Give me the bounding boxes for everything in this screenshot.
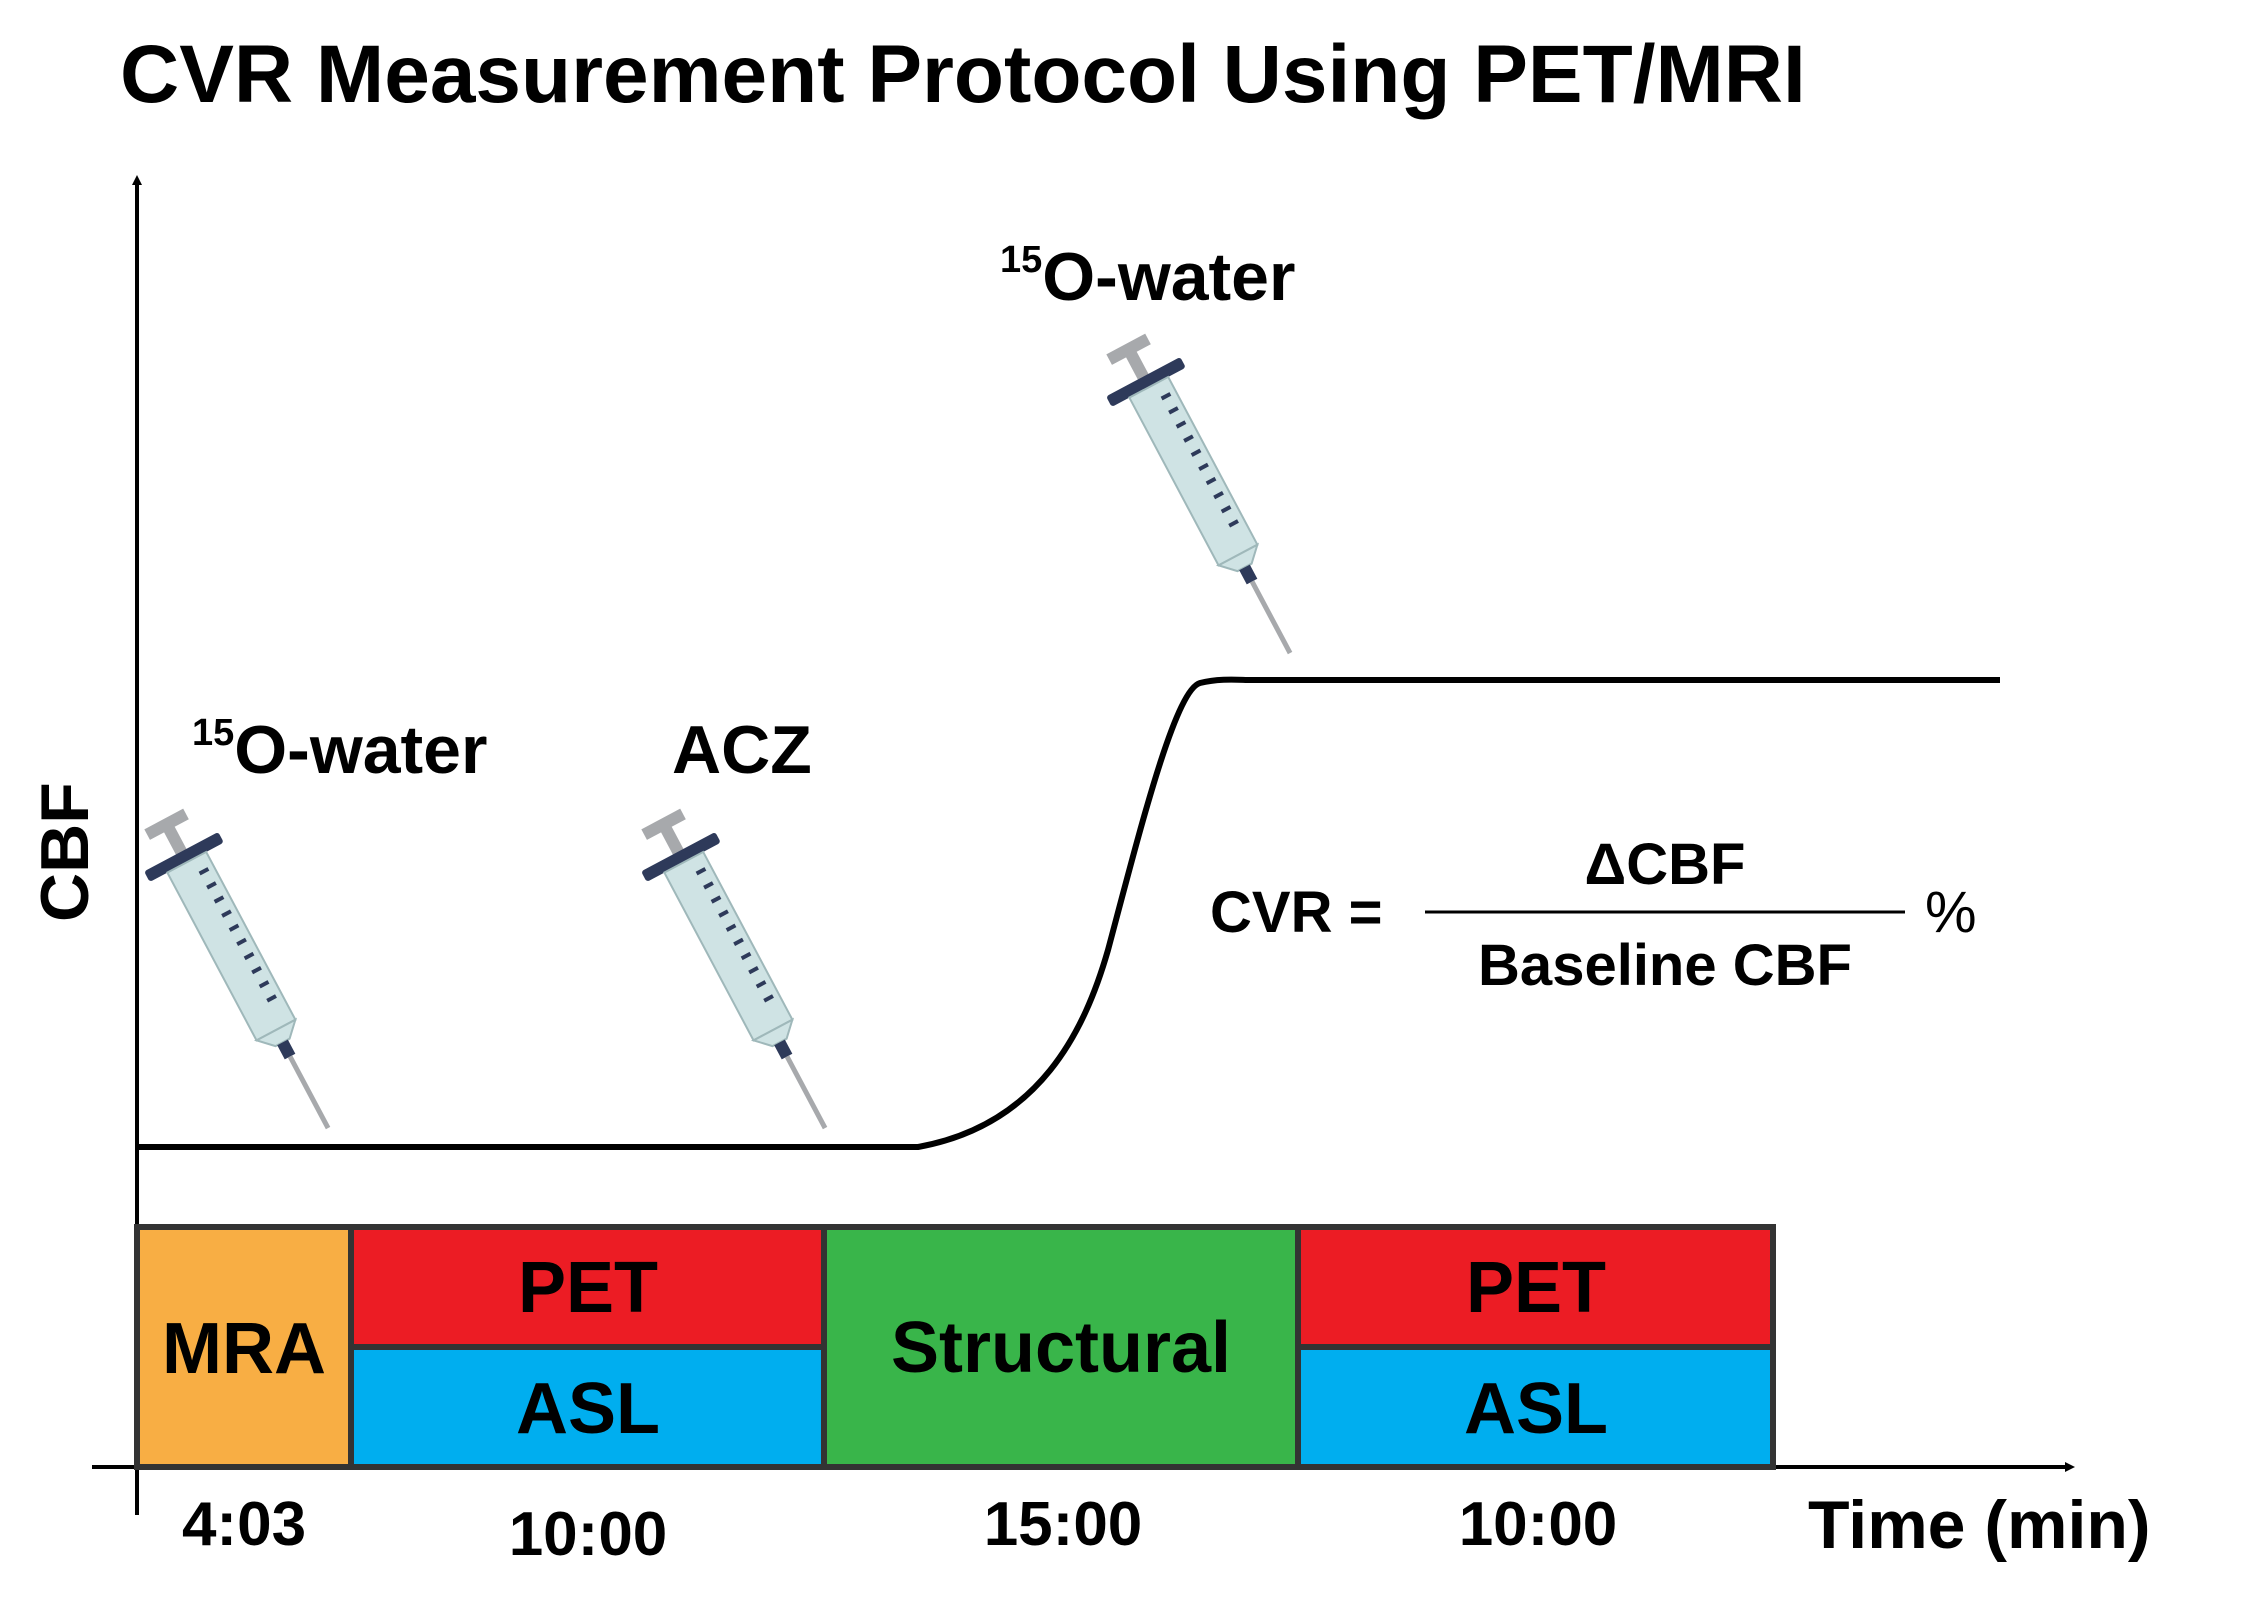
block-pet-2: [1295, 1224, 1776, 1350]
block-mra: [134, 1224, 354, 1470]
injection-1-superscript: 15: [192, 712, 234, 754]
formula-denominator: Baseline CBF: [1478, 933, 1852, 998]
duration-structural: 15:00: [984, 1490, 1143, 1559]
block-structural-label: Structural: [891, 1308, 1231, 1388]
cbf-curve: [137, 676, 2000, 1150]
formula-lhs: CVR =: [1210, 880, 1382, 945]
duration-mra: 4:03: [182, 1490, 306, 1559]
block-asl-2: [1295, 1344, 1776, 1470]
block-pet-2-label: PET: [1466, 1248, 1606, 1328]
injection-2-text: ACZ: [672, 712, 812, 788]
block-asl-1-label: ASL: [516, 1369, 660, 1449]
syringe-icon: [1089, 324, 1327, 672]
block-asl-1: [348, 1344, 827, 1470]
block-mra-label: MRA: [162, 1309, 326, 1389]
injection-label-3: 15O-water: [1000, 239, 1295, 315]
injection-3-text: O-water: [1042, 239, 1295, 315]
block-pet-1-label: PET: [518, 1248, 658, 1328]
diagram-title: CVR Measurement Protocol Using PET/MRI: [120, 29, 1806, 120]
injection-label-2: ACZ: [672, 712, 812, 788]
injection-1-text: O-water: [234, 712, 487, 788]
timeline: MRA PET ASL Structural PET ASL: [134, 1224, 1776, 1470]
y-axis-label: CBF: [27, 782, 103, 922]
duration-pet-asl-1: 10:00: [509, 1500, 668, 1569]
block-structural: [821, 1224, 1301, 1470]
syringe-icon: [127, 799, 365, 1147]
syringe-icon: [624, 799, 862, 1147]
duration-pet-asl-2: 10:00: [1459, 1490, 1618, 1559]
x-axis-label: Time (min): [1808, 1487, 2151, 1563]
formula-unit: %: [1925, 880, 1977, 945]
injection-3-superscript: 15: [1000, 239, 1042, 281]
formula-numerator: ΔCBF: [1585, 832, 1746, 897]
injection-label-1: 15O-water: [192, 712, 487, 788]
block-asl-2-label: ASL: [1464, 1369, 1608, 1449]
